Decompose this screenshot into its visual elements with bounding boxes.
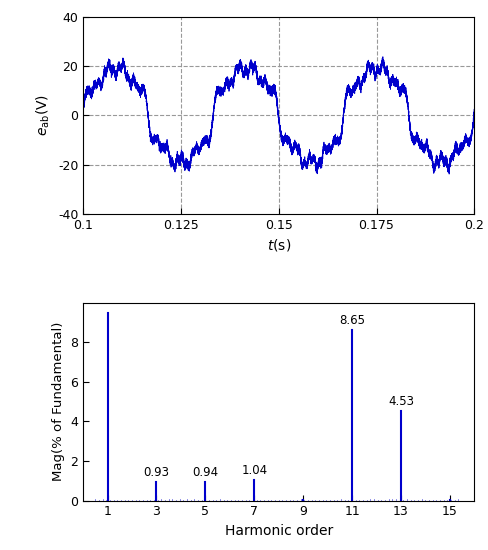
X-axis label: Harmonic order: Harmonic order [224, 524, 332, 538]
Text: 1.04: 1.04 [241, 464, 267, 477]
X-axis label: $t$(s): $t$(s) [266, 238, 290, 254]
Text: 0.93: 0.93 [143, 466, 169, 479]
Y-axis label: $e_{\rm ab}$(V): $e_{\rm ab}$(V) [35, 94, 52, 136]
Text: 0.94: 0.94 [192, 466, 218, 479]
Y-axis label: Mag(% of Fundamental): Mag(% of Fundamental) [52, 322, 64, 481]
Text: 4.53: 4.53 [387, 395, 413, 408]
Text: 8.65: 8.65 [338, 314, 365, 327]
